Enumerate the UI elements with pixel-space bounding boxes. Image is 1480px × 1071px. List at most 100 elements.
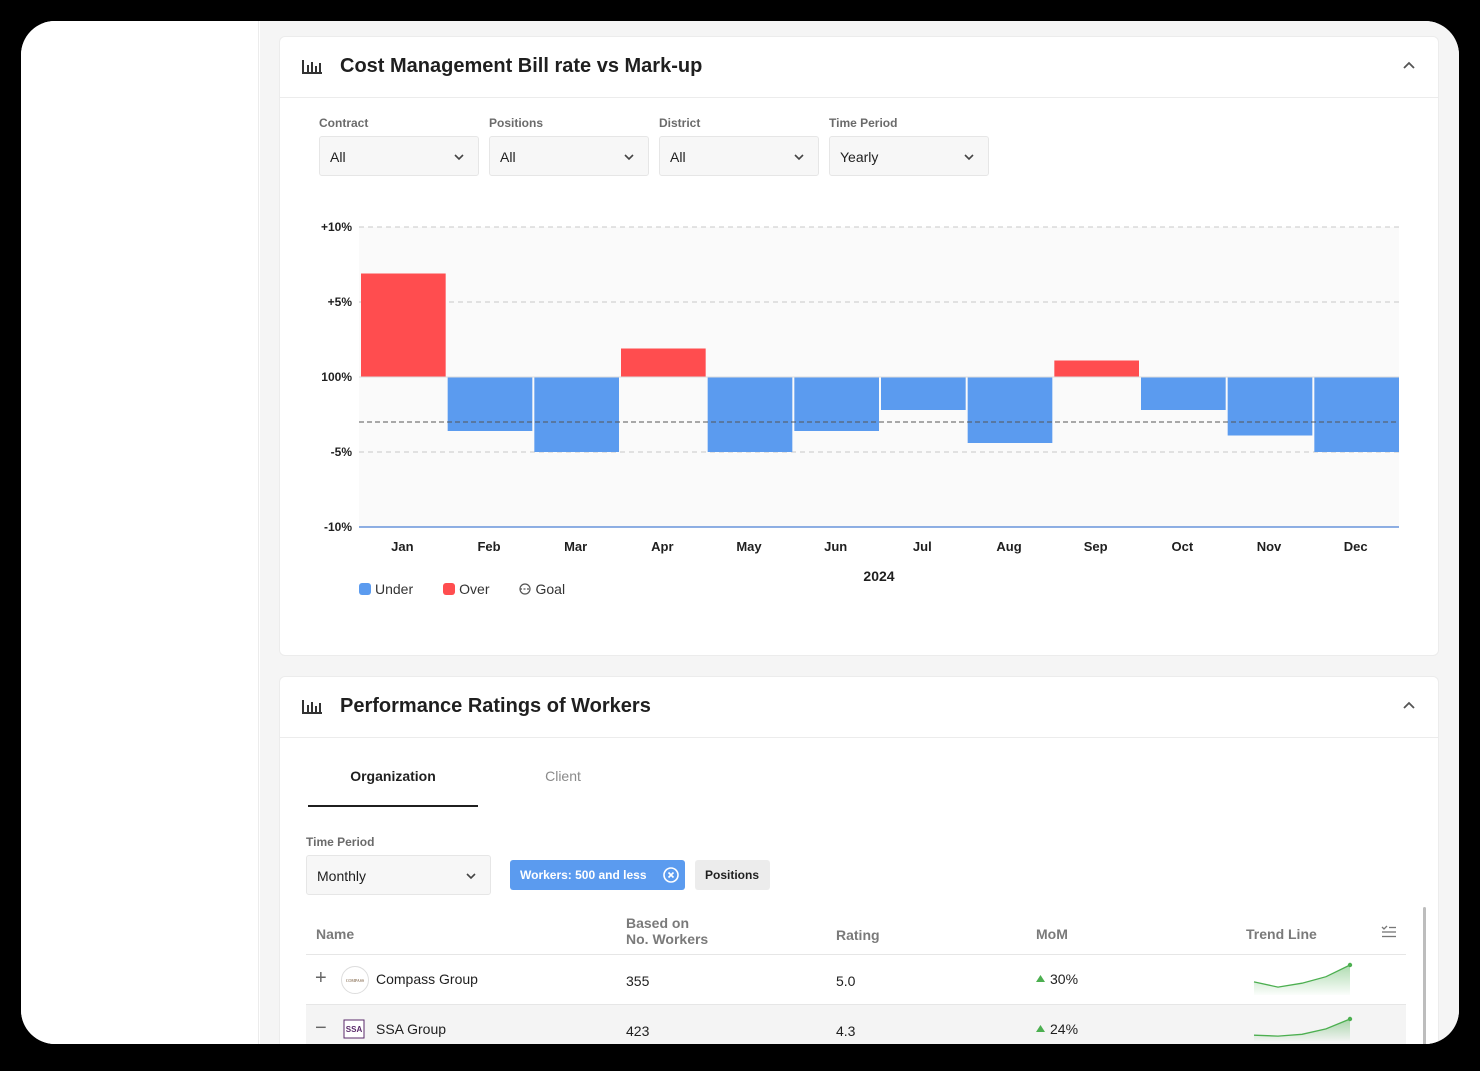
col-mom[interactable]: MoM (1036, 926, 1068, 942)
col-rating[interactable]: Rating (836, 927, 880, 943)
row-workers: 355 (626, 973, 650, 989)
cost-management-card: Cost Management Bill rate vs Mark-up Con… (279, 36, 1439, 656)
district-select[interactable]: All (659, 136, 819, 176)
select-value: All (500, 149, 516, 165)
col-based-on-sub[interactable]: No. Workers (626, 931, 709, 947)
y-tick-label: +5% (328, 295, 353, 309)
chart-bar (1227, 377, 1313, 436)
svg-text:SSA: SSA (346, 1025, 363, 1034)
legend-goal[interactable]: Goal (519, 581, 565, 597)
legend-label: Under (375, 581, 414, 597)
row-name: Compass Group (376, 971, 478, 987)
x-tick-label: Oct (1171, 539, 1193, 554)
x-tick-label: Jun (824, 539, 847, 554)
chip-label: Positions (705, 868, 760, 882)
x-tick-label: May (736, 539, 762, 554)
bar-chart-icon (302, 700, 322, 714)
col-name[interactable]: Name (316, 926, 355, 942)
legend-label: Goal (535, 581, 566, 597)
svg-text:COMPASS: COMPASS (346, 978, 364, 983)
close-icon[interactable] (663, 867, 679, 883)
time-period-select[interactable]: Yearly (829, 136, 989, 176)
legend-under[interactable]: Under (359, 581, 413, 597)
sparkline-end-point (1347, 1016, 1353, 1022)
col-based-on[interactable]: Based on (626, 915, 690, 931)
row-workers: 423 (626, 1023, 650, 1039)
card-title: Cost Management Bill rate vs Mark-up (340, 55, 703, 77)
tab-organization[interactable]: Organization (308, 765, 478, 807)
x-tick-label: Nov (1257, 539, 1282, 554)
tab-client[interactable]: Client (478, 765, 648, 807)
filter-label: District (659, 116, 701, 130)
screen: Cost Management Bill rate vs Mark-up Con… (21, 21, 1459, 1044)
legend-over[interactable]: Over (443, 581, 489, 597)
select-value: All (330, 149, 346, 165)
trend-sparkline (1253, 962, 1353, 995)
y-tick-label: -10% (324, 520, 352, 534)
sparkline-area (1254, 965, 1350, 995)
row-rating: 4.3 (836, 1023, 856, 1039)
expand-icon[interactable]: + (315, 967, 327, 989)
ssa-logo-icon: SSA (343, 1019, 365, 1039)
chevron-down-icon (454, 154, 464, 161)
time-period-select[interactable]: Monthly (306, 855, 491, 895)
trend-sparkline (1253, 1016, 1353, 1041)
chart-bar (881, 377, 966, 410)
chart-legend: Under Over Goal (359, 581, 565, 597)
legend-label: Over (459, 581, 490, 597)
x-tick-label: Mar (564, 539, 587, 554)
chevron-down-icon (466, 873, 476, 880)
column-settings-icon[interactable] (1381, 925, 1397, 939)
time-period-label: Time Period (306, 835, 375, 849)
contract-filter: Contract All (319, 116, 479, 176)
sparkline-area (1254, 1019, 1350, 1041)
positions-select[interactable]: All (489, 136, 649, 176)
y-tick-label: +10% (321, 220, 352, 234)
table-row[interactable]: + COMPASS Compass Group 355 5.0 30% (306, 955, 1406, 1005)
over-swatch (443, 583, 456, 595)
select-value: Yearly (840, 149, 879, 165)
row-name: SSA Group (376, 1021, 447, 1037)
company-logo: SSA (341, 1016, 369, 1044)
row-mom: 30% (1050, 971, 1079, 987)
chip-label: Workers: 500 and less (520, 868, 647, 882)
up-arrow-icon (1036, 1025, 1045, 1032)
chart-bar (1141, 377, 1226, 410)
chart-bar (621, 348, 706, 377)
chevron-up-icon[interactable] (1400, 697, 1418, 715)
up-arrow-icon (1036, 975, 1045, 982)
compass-logo-icon: COMPASS (346, 978, 364, 983)
y-tick-label: -5% (331, 445, 353, 459)
select-value: All (670, 149, 686, 165)
performance-ratings-card: Performance Ratings of Workers Organizat… (279, 676, 1439, 1044)
card-title: Performance Ratings of Workers (340, 695, 651, 717)
chevron-down-icon (794, 154, 804, 161)
sparkline-line (1253, 964, 1351, 988)
bar-chart-icon (302, 60, 322, 74)
sparkline-line (1253, 1018, 1351, 1037)
positions-filter-chip[interactable]: Positions (695, 860, 770, 890)
positions-filter: Positions All (489, 116, 649, 176)
collapse-row-icon[interactable]: − (315, 1017, 327, 1039)
workers-filter-chip[interactable]: Workers: 500 and less (510, 860, 685, 890)
x-tick-label: Sep (1084, 539, 1108, 554)
x-tick-label: Apr (651, 539, 673, 554)
filter-label: Time Period (829, 116, 898, 130)
table-scrollbar[interactable] (1423, 907, 1426, 1044)
tab-label: Organization (350, 768, 436, 784)
col-trend-line[interactable]: Trend Line (1246, 926, 1317, 942)
contract-select[interactable]: All (319, 136, 479, 176)
chevron-up-icon[interactable] (1400, 57, 1418, 75)
sparkline-end-point (1347, 962, 1353, 968)
row-rating: 5.0 (836, 973, 856, 989)
company-logo: COMPASS (341, 966, 369, 994)
x-tick-label: Dec (1344, 539, 1368, 554)
filter-label: Contract (319, 116, 369, 130)
goal-icon (519, 583, 532, 595)
table-row[interactable]: − SSA SSA Group 423 4.3 24% (306, 1005, 1406, 1044)
x-tick-label: Jan (391, 539, 413, 554)
main-content: Cost Management Bill rate vs Mark-up Con… (260, 21, 1459, 1044)
bill-rate-chart: +10% +5% 100% -5% -10% Jan Feb Mar Apr May Jun Jul A… (321, 220, 1399, 584)
tab-label: Client (545, 768, 581, 784)
